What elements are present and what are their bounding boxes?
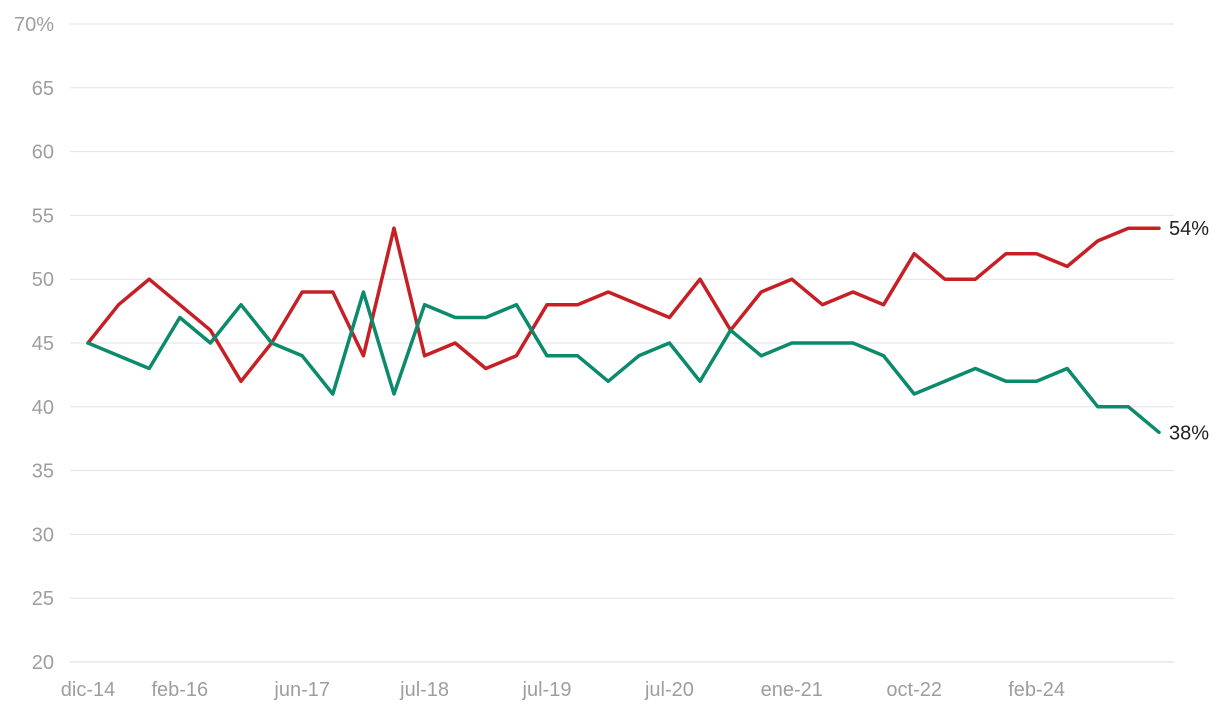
x-tick-label: feb-16 — [151, 679, 208, 701]
series-end-label: 38% — [1169, 422, 1209, 444]
y-tick-label: 65 — [32, 78, 54, 100]
y-tick-label: 55 — [32, 205, 54, 227]
series-line-green — [86, 290, 1161, 435]
series-line-red — [86, 226, 1161, 384]
y-tick-label: 60 — [32, 142, 54, 164]
y-tick-label: 25 — [32, 588, 54, 610]
x-axis-ticks: dic-14 feb-16 jun-17 jul-18 jul-19 jul-20 ene-… — [61, 679, 1065, 701]
y-axis-ticks: 20 25 30 35 40 45 50 55 60 65 70% — [14, 14, 54, 674]
y-tick-label: 40 — [32, 397, 54, 419]
x-tick-label: dic-14 — [61, 679, 115, 701]
x-tick-label: ene-21 — [761, 679, 823, 701]
y-tick-label: 50 — [32, 269, 54, 291]
x-tick-label: jul-18 — [399, 679, 449, 701]
y-tick-label: 30 — [32, 524, 54, 546]
y-tick-label: 35 — [32, 461, 54, 483]
series-lines — [86, 226, 1161, 435]
end-labels: 54% 38% — [1169, 218, 1209, 444]
x-tick-label: jul-20 — [644, 679, 694, 701]
y-tick-label: 45 — [32, 333, 54, 355]
x-tick-label: jul-19 — [522, 679, 572, 701]
gridlines — [70, 23, 1174, 663]
series-end-label: 54% — [1169, 218, 1209, 240]
x-tick-label: feb-24 — [1008, 679, 1065, 701]
x-tick-label: jun-17 — [273, 679, 330, 701]
y-tick-label: 70% — [14, 14, 54, 36]
y-tick-label: 20 — [32, 652, 54, 674]
x-tick-label: oct-22 — [886, 679, 942, 701]
